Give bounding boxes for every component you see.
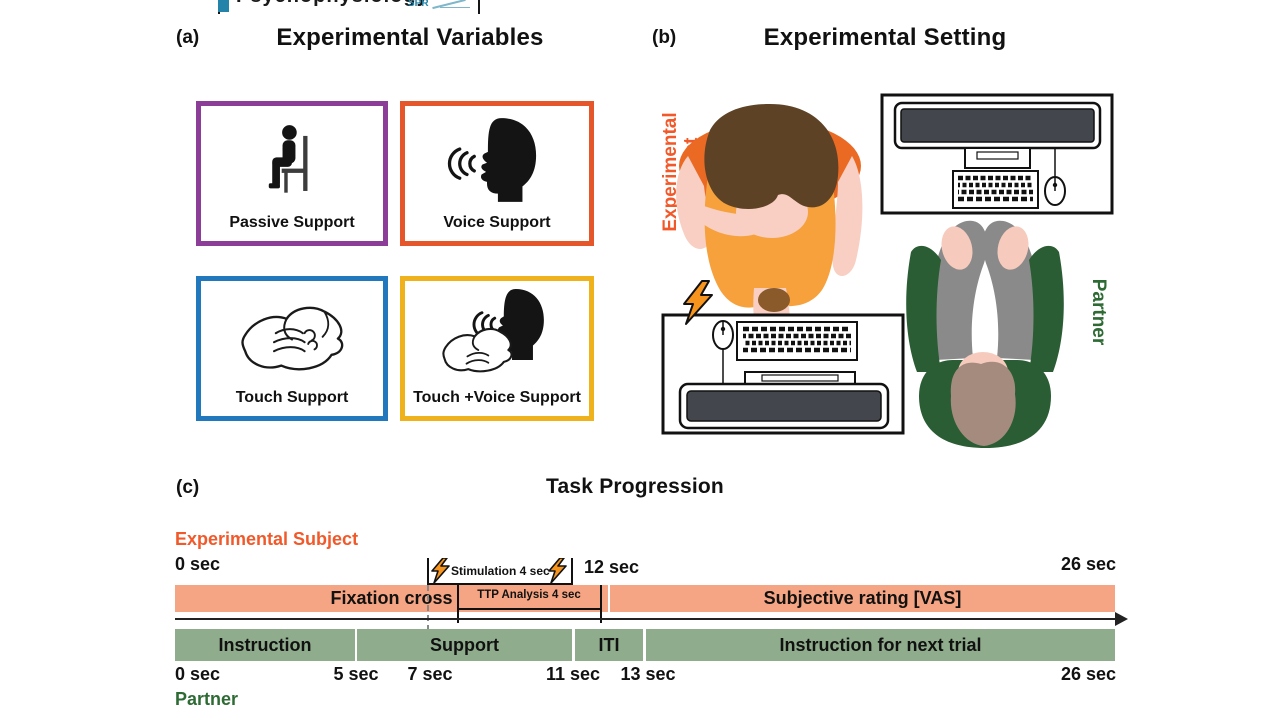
condition-box-passive-support: Passive Support — [196, 101, 388, 246]
condition-box-touch-support: Touch Support — [196, 276, 388, 421]
time-label-11s: 11 sec — [545, 664, 601, 684]
panel-c-label: (c) — [176, 477, 200, 498]
panel-b-label: (b) — [652, 27, 677, 48]
condition-box-voice-support: Voice Support — [400, 101, 594, 246]
journal-logo-accent-bar — [218, 0, 229, 12]
experimental-setting-illustration — [661, 93, 1114, 448]
time-axis-arrowhead — [1115, 612, 1128, 626]
subject-figure — [676, 104, 863, 346]
stimulation-annotation: Stimulation 4 sec — [451, 564, 550, 578]
partner-figure — [906, 220, 1064, 448]
seven-sec-dashed-marker — [427, 585, 429, 661]
time-axis-line — [175, 618, 1118, 620]
panel-a-label: (a) — [176, 27, 200, 48]
lightning-bolt-icon — [683, 280, 713, 325]
time-label-7s: 7 sec — [407, 664, 453, 684]
segment-instruction-next-trial: Instruction for next trial — [646, 629, 1115, 661]
lightning-bolt-icon — [431, 558, 450, 584]
subject-timeline-bar: Fixation cross Subjective rating [VAS] — [175, 585, 1115, 612]
subject-keyboard-icon — [736, 321, 858, 361]
condition-box-touch-voice-support: Touch +Voice Support — [400, 276, 594, 421]
subject-row-label: Experimental Subject — [175, 529, 359, 549]
ttp-bracket-right-tick — [600, 585, 602, 623]
touch-and-voice-icon — [405, 281, 589, 389]
segment-support: Support — [357, 629, 572, 661]
segment-subjective-rating: Subjective rating [VAS] — [763, 588, 962, 608]
condition-label: Voice Support — [443, 214, 551, 231]
partner-mouse-icon — [1044, 148, 1066, 206]
partner-keyboard-icon — [952, 170, 1039, 209]
panel-b-title: Experimental Setting — [763, 24, 1007, 51]
holding-hands-icon — [201, 281, 383, 389]
stimulation-bracket-line — [427, 583, 573, 585]
panel-c-title: Task Progression — [546, 475, 724, 498]
subject-monitor-icon — [678, 371, 890, 430]
time-label-5s: 5 sec — [333, 664, 379, 684]
time-label-26s-top: 26 sec — [1060, 554, 1116, 574]
panel-a-title: Experimental Variables — [276, 24, 544, 51]
lightning-bolt-icon — [548, 558, 567, 584]
time-label-26s-bottom: 26 sec — [1060, 664, 1116, 684]
partner-row-label: Partner — [175, 689, 239, 709]
seated-person-icon — [201, 106, 383, 214]
segment-divider — [608, 585, 610, 612]
time-label-12s: 12 sec — [584, 557, 640, 577]
ttp-bracket-left-tick — [457, 585, 459, 623]
condition-label: Touch Support — [235, 389, 349, 406]
ttp-bracket-line — [457, 608, 602, 610]
time-label-0s-top: 0 sec — [175, 554, 221, 574]
condition-label: Touch +Voice Support — [413, 389, 581, 406]
journal-logo: Psychophysiology SPR — [218, 0, 480, 14]
partner-monitor-icon — [893, 101, 1102, 169]
time-label-0s-bottom: 0 sec — [175, 664, 221, 684]
condition-label: Passive Support — [229, 214, 355, 231]
segment-fixation-cross: Fixation cross — [330, 588, 453, 608]
journal-logo-text: Psychophysiology — [236, 0, 429, 8]
time-label-13s: 13 sec — [620, 664, 676, 684]
stimulation-bracket-right-tick — [571, 558, 573, 585]
speaking-head-icon — [405, 106, 589, 214]
partner-timeline-bar: Instruction Support ITI Instruction for … — [175, 629, 1115, 661]
partner-desk — [880, 93, 1114, 215]
segment-instruction: Instruction — [175, 629, 355, 661]
spr-logo-text: SPR — [408, 0, 429, 9]
subject-mouse-icon — [712, 320, 734, 388]
stimulation-bracket-left-tick — [427, 558, 429, 585]
segment-iti: ITI — [575, 629, 643, 661]
spr-smalltext-line — [440, 7, 470, 8]
ttp-annotation: TTP Analysis 4 sec — [477, 589, 581, 601]
subject-desk — [661, 313, 905, 435]
